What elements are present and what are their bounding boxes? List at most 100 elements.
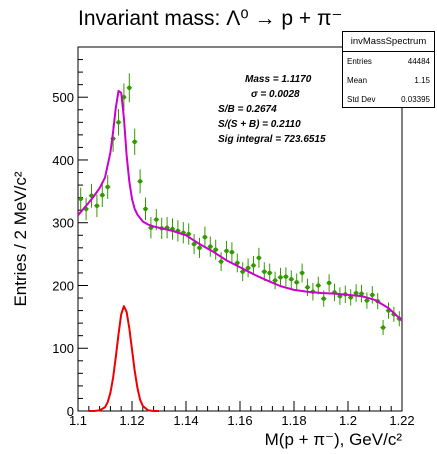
data-point: [358, 284, 365, 303]
stats-label: Entries: [347, 57, 372, 66]
data-point: [105, 175, 111, 199]
data-point-marker: [321, 296, 326, 301]
stats-row-mean: Mean 1.15: [343, 71, 434, 90]
data-point-marker: [78, 196, 83, 202]
x-tick-label: 1.2: [339, 413, 357, 428]
data-point: [277, 267, 284, 287]
axis-labels: 1.1 1.12 1.14 1.16 1.18 1.2 1.22 0 100 200 300 400 5…: [11, 90, 415, 449]
data-point-marker: [289, 277, 294, 282]
stats-row-entries: Entries 44484: [343, 52, 434, 71]
data-point: [294, 273, 300, 292]
data-point-marker: [353, 290, 359, 296]
y-tick-label: 100: [52, 341, 74, 356]
data-point: [196, 237, 203, 258]
data-point: [218, 252, 224, 272]
data-point-marker: [348, 295, 353, 300]
data-point: [304, 278, 311, 297]
data-point: [207, 236, 213, 257]
data-point-marker: [100, 192, 105, 198]
data-point: [115, 109, 122, 136]
data-point-marker: [240, 269, 245, 274]
data-point-marker: [245, 265, 251, 271]
data-point-marker: [105, 184, 110, 190]
y-tick-label: 200: [52, 278, 74, 293]
data-point: [353, 284, 359, 302]
x-axis-label: M(p + π⁻), GeV/c²: [265, 430, 403, 449]
y-axis-label: Entries / 2 MeV/c²: [11, 171, 30, 306]
data-point-marker: [186, 231, 191, 237]
data-point: [256, 247, 262, 268]
fit-sigma: σ = 0.0028: [251, 89, 300, 100]
data-point: [186, 223, 192, 245]
stats-value: 0.03395: [401, 95, 430, 104]
data-point: [283, 267, 289, 287]
data-point: [191, 234, 197, 255]
data-point: [380, 320, 386, 336]
data-point-marker: [224, 248, 229, 254]
data-point-marker: [143, 206, 148, 212]
data-point-marker: [267, 270, 272, 276]
data-point-marker: [326, 280, 332, 286]
stats-row-stddev: Std Dev 0.03395: [343, 90, 434, 109]
data-point-marker: [262, 269, 267, 274]
data-point: [223, 240, 230, 262]
data-point: [169, 218, 176, 240]
data-point: [240, 262, 246, 282]
data-point: [164, 217, 170, 239]
data-point: [364, 292, 370, 309]
stats-value: 1.15: [414, 76, 430, 85]
data-point-marker: [213, 247, 218, 252]
data-point-marker: [218, 259, 224, 264]
data-point-marker: [121, 95, 127, 100]
data-point: [326, 274, 332, 292]
data-point: [142, 197, 149, 221]
y-tick-label: 300: [52, 216, 74, 231]
fit-curves: [77, 89, 403, 412]
data-point-marker: [272, 278, 278, 283]
x-tick-label: 1.12: [119, 413, 144, 428]
y-tick-label: 0: [67, 404, 74, 419]
data-point: [175, 220, 181, 242]
data-point-marker: [197, 245, 202, 251]
x-tick-label: 1.14: [173, 413, 198, 428]
data-point: [288, 270, 294, 288]
x-tick-label: 1.16: [227, 413, 252, 428]
data-point-marker: [132, 139, 137, 144]
data-point-marker: [370, 292, 375, 298]
data-point: [137, 169, 143, 194]
fit-results: Mass = 1.1170 σ = 0.0028 S/B = 0.2674 S/…: [218, 72, 326, 147]
axis-ticks: [77, 46, 403, 412]
data-point: [348, 289, 354, 306]
fit-s-over-b: S/B = 0.2674: [218, 104, 277, 115]
data-point: [245, 258, 251, 278]
data-point: [148, 217, 154, 239]
x-tick-label: 1.22: [389, 413, 414, 428]
data-point: [261, 262, 267, 282]
data-point-marker: [94, 203, 100, 208]
data-point: [250, 255, 257, 275]
signal-fit-curve: [88, 305, 159, 412]
data-point: [99, 183, 105, 208]
data-point-marker: [251, 263, 256, 268]
data-point: [126, 73, 132, 103]
data-point: [299, 263, 305, 283]
stats-box-title: invMassSpectrum: [343, 32, 434, 52]
data-point-marker: [278, 275, 283, 280]
data-point: [202, 226, 208, 248]
data-point-marker: [154, 217, 159, 222]
data-point: [78, 187, 84, 211]
fit-s-over-s-plus-b: S/(S + B) = 0.2110: [218, 119, 301, 130]
data-point: [369, 286, 375, 304]
data-point: [331, 283, 338, 302]
data-point: [272, 271, 278, 290]
data-point: [213, 239, 219, 260]
data-point: [132, 128, 138, 155]
stats-label: Std Dev: [347, 95, 376, 104]
data-point-marker: [202, 234, 208, 240]
data-point-marker: [299, 270, 305, 276]
chart-title: Invariant mass: Λ⁰ → p + π⁻: [78, 7, 343, 30]
total-fit-curve: [77, 89, 403, 322]
x-tick-label: 1.1: [69, 413, 87, 428]
data-point-marker: [256, 255, 262, 261]
